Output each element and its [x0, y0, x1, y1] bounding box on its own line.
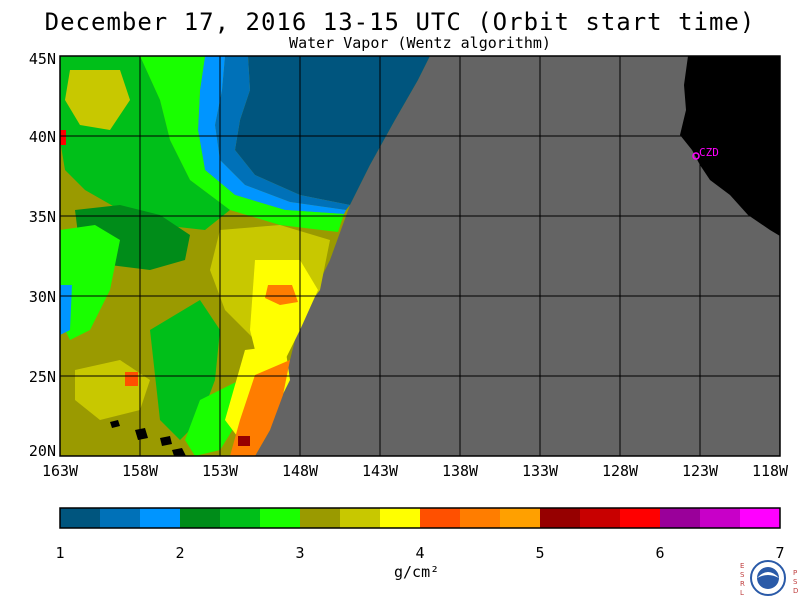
- map-area: [60, 56, 780, 456]
- colorbar-swatch: [300, 508, 341, 528]
- colorbar-swatch: [260, 508, 301, 528]
- colorbar-swatch: [580, 508, 621, 528]
- swath-dry-band: [215, 56, 350, 210]
- colorbar-swatch: [180, 508, 221, 528]
- svg-text:S: S: [793, 578, 798, 586]
- svg-text:S: S: [740, 571, 745, 579]
- land-hawaii-1: [110, 420, 120, 428]
- colorbar-swatch: [660, 508, 701, 528]
- lat-label-35n: 35N: [28, 208, 56, 226]
- swath-yellow-band: [250, 260, 318, 370]
- colorbar-tick-5: 5: [535, 544, 545, 562]
- colorbar-swatch: [540, 508, 581, 528]
- lon-label-153w: 153W: [201, 462, 239, 480]
- land-hawaii-3: [160, 436, 172, 446]
- esrl-label: E: [740, 562, 744, 570]
- colorbar-swatch: [60, 508, 101, 528]
- colorbar-swatch: [500, 508, 541, 528]
- swath-red-edge: [60, 130, 66, 145]
- lon-label-148w: 148W: [281, 462, 319, 480]
- swath-green-tail: [185, 380, 245, 456]
- swath-dry-core: [235, 56, 430, 205]
- station-marker-icon: [692, 152, 700, 160]
- swath-orange-patch: [265, 285, 298, 305]
- swath-orange-south: [230, 360, 290, 456]
- swath-blue-west: [60, 285, 72, 335]
- lat-label-30n: 30N: [28, 288, 56, 306]
- land-hawaii-2: [135, 428, 148, 440]
- colorbar-swatch: [620, 508, 661, 528]
- svg-text:R: R: [740, 580, 745, 588]
- noaa-logo: E S R L P S D: [740, 560, 798, 597]
- colorbar-tick-2: 2: [175, 544, 185, 562]
- colorbar: [60, 508, 781, 528]
- colorbar-tick-3: 3: [295, 544, 305, 562]
- lon-label-133w: 133W: [521, 462, 559, 480]
- lat-label-45n: 45N: [28, 50, 56, 68]
- lat-label-40n: 40N: [28, 128, 56, 146]
- swath-green-west: [60, 225, 120, 340]
- colorbar-swatch: [460, 508, 501, 528]
- map-title: December 17, 2016 13-15 UTC (Orbit start…: [44, 8, 756, 36]
- colorbar-tick-6: 6: [655, 544, 665, 562]
- land-hawaii-4: [172, 448, 186, 456]
- colorbar-swatch: [700, 508, 741, 528]
- swath-blue-edge: [198, 56, 346, 214]
- station-label: CZD: [699, 146, 719, 159]
- lon-label-163w: 163W: [41, 462, 79, 480]
- map-grid: [60, 56, 780, 456]
- colorbar-swatch: [100, 508, 141, 528]
- colorbar-swatch: [380, 508, 421, 528]
- colorbar-swatch: [220, 508, 261, 528]
- lon-label-118w: 118W: [751, 462, 789, 480]
- lon-label-128w: 128W: [601, 462, 639, 480]
- colorbar-tick-1: 1: [55, 544, 65, 562]
- lon-label-123w: 123W: [681, 462, 719, 480]
- swath-olive-north: [65, 70, 130, 130]
- lon-label-158w: 158W: [121, 462, 159, 480]
- colorbar-tick-4: 4: [415, 544, 425, 562]
- map-subtitle: Water Vapor (Wentz algorithm): [289, 34, 551, 52]
- lat-label-20n: 20N: [28, 442, 56, 460]
- colorbar-swatch: [740, 508, 781, 528]
- psd-label: P: [793, 569, 797, 577]
- land-california: [680, 56, 780, 236]
- svg-text:D: D: [793, 587, 798, 595]
- lon-label-138w: 138W: [441, 462, 479, 480]
- svg-text:L: L: [740, 589, 744, 597]
- lon-label-143w: 143W: [361, 462, 399, 480]
- swath-orange-west: [125, 372, 138, 386]
- swath-green-north: [140, 56, 344, 232]
- colorbar-unit: g/cm²: [394, 563, 440, 581]
- colorbar-swatch: [340, 508, 381, 528]
- lat-label-25n: 25N: [28, 368, 56, 386]
- swath-red-spot: [238, 436, 250, 446]
- colorbar-frame: [59, 507, 781, 529]
- colorbar-swatch: [420, 508, 461, 528]
- map-frame: [59, 55, 781, 457]
- colorbar-swatch: [140, 508, 181, 528]
- colorbar-tick-7: 7: [775, 544, 785, 562]
